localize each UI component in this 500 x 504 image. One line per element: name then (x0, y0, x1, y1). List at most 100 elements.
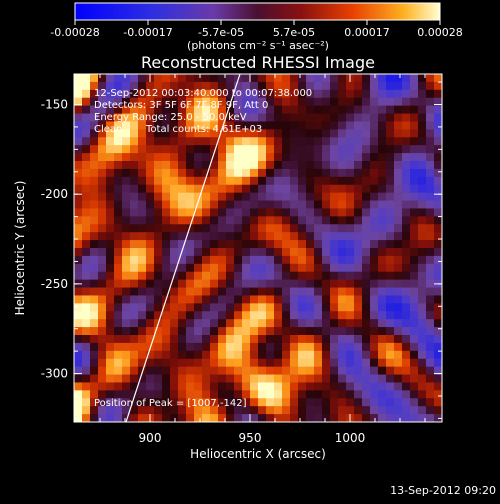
heatmap-cell (410, 168, 419, 178)
heatmap-cell (154, 287, 163, 297)
heatmap-cell (178, 97, 187, 107)
heatmap-cell (418, 319, 427, 328)
heatmap-cell (394, 263, 403, 273)
heatmap-cell (226, 319, 235, 328)
heatmap-cell (322, 248, 331, 257)
heatmap-cell (330, 366, 339, 376)
heatmap-cell (146, 161, 155, 170)
heatmap-cell (418, 335, 427, 344)
heatmap-cell (434, 137, 442, 146)
heatmap-cell (370, 335, 379, 344)
heatmap-cell (274, 358, 283, 368)
heatmap-cell (242, 176, 251, 186)
heatmap-cell (362, 224, 371, 233)
heatmap-cell (282, 295, 291, 304)
heatmap-cell (162, 311, 171, 320)
heatmap-cell (370, 327, 379, 336)
heatmap-cell (170, 232, 179, 241)
heatmap-cell (130, 248, 139, 257)
heatmap-cell (346, 390, 355, 399)
heatmap-cell (282, 255, 291, 265)
heatmap-cell (426, 382, 435, 391)
heatmap-cell (82, 374, 91, 384)
heatmap-cell (250, 335, 259, 344)
heatmap-cell (418, 271, 427, 281)
heatmap-cell (218, 382, 227, 391)
heatmap-cell (146, 224, 155, 233)
heatmap-cell (426, 129, 435, 138)
heatmap-cell (346, 335, 355, 344)
heatmap-cell (322, 137, 331, 146)
heatmap-cell (194, 303, 203, 312)
heatmap-cell (266, 295, 275, 304)
heatmap-cell (410, 121, 419, 130)
heatmap-cell (202, 374, 211, 384)
heatmap-cell (338, 311, 347, 320)
heatmap-cell (210, 168, 219, 178)
heatmap-cell (386, 255, 395, 265)
heatmap-cell (178, 113, 187, 123)
heatmap-cell (354, 129, 363, 138)
heatmap-cell (98, 366, 107, 376)
heatmap-cell (234, 414, 243, 422)
heatmap-cell (370, 271, 379, 281)
heatmap-cell (386, 271, 395, 281)
heatmap-cell (146, 271, 155, 281)
heatmap-cell (186, 74, 195, 83)
heatmap-cell (378, 287, 387, 297)
colorbar-ticks (74, 20, 441, 25)
heatmap-cell (106, 145, 115, 154)
heatmap-cell (162, 216, 171, 225)
colorbar-tick-label: -0.00017 (123, 26, 172, 39)
heatmap-cell (74, 161, 83, 170)
heatmap-cell (226, 176, 235, 186)
heatmap-cell (210, 224, 219, 233)
heatmap-cell (114, 358, 123, 368)
heatmap-cell (306, 232, 315, 241)
heatmap-cell (402, 176, 411, 186)
heatmap-cell (122, 374, 131, 384)
heatmap-cell (250, 97, 259, 107)
heatmap-cell (210, 279, 219, 289)
heatmap-cell (394, 414, 403, 422)
heatmap-cell (154, 192, 163, 202)
heatmap-cell (402, 406, 411, 415)
heatmap-cell (106, 137, 115, 146)
heatmap-cell (322, 113, 331, 123)
heatmap-cell (378, 295, 387, 304)
heatmap-cell (170, 295, 179, 304)
heatmap-cell (298, 271, 307, 281)
heatmap-cell (378, 327, 387, 336)
heatmap-cell (178, 168, 187, 178)
heatmap-cell (210, 342, 219, 352)
heatmap-cell (186, 129, 195, 138)
heatmap-cell (386, 414, 395, 422)
heatmap-cell (266, 335, 275, 344)
heatmap-cell (418, 287, 427, 297)
heatmap-cell (346, 89, 355, 99)
heatmap-cell (154, 398, 163, 407)
heatmap-cell (82, 208, 91, 217)
heatmap-cell (90, 271, 99, 281)
heatmap-cell (370, 224, 379, 233)
heatmap-cell (202, 81, 211, 91)
heatmap-cell (130, 279, 139, 289)
heatmap-cell (434, 89, 442, 99)
heatmap-cell (154, 271, 163, 281)
heatmap-cell (186, 319, 195, 328)
heatmap-cell (418, 311, 427, 320)
heatmap-cell (130, 137, 139, 146)
heatmap-cell (202, 279, 211, 289)
heatmap-cell (362, 81, 371, 91)
heatmap-cell (202, 176, 211, 186)
heatmap-cell (130, 192, 139, 202)
heatmap-cell (82, 89, 91, 99)
heatmap-cell (226, 200, 235, 210)
heatmap-cell (418, 350, 427, 360)
heatmap-cell (242, 208, 251, 217)
heatmap-cell (202, 153, 211, 162)
heatmap-cell (130, 335, 139, 344)
heatmap-cell (290, 176, 299, 186)
heatmap-cell (402, 358, 411, 368)
heatmap-cell (130, 97, 139, 107)
